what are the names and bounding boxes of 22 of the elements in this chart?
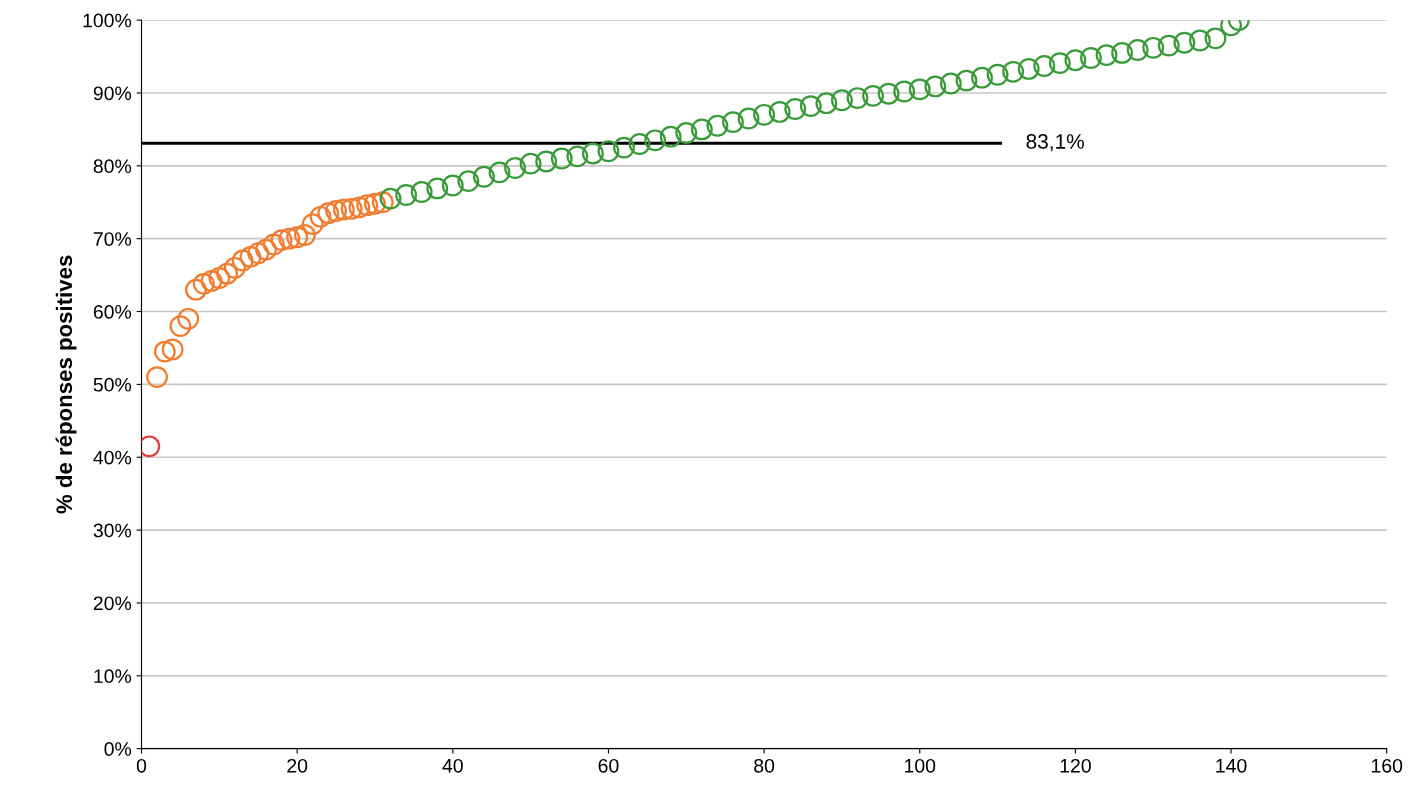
x-tick-label: 0 <box>136 758 147 773</box>
x-tick-label: 60 <box>598 758 619 773</box>
y-tick-label: 60% <box>93 305 132 319</box>
x-tick-label: 20 <box>287 758 308 773</box>
y-tick-label: 80% <box>93 159 132 174</box>
y-axis-title: % de réponses positives <box>55 255 77 514</box>
y-tick-label: 100% <box>83 13 132 28</box>
y-tick-label: 30% <box>93 523 132 538</box>
y-tick-label: 70% <box>93 232 132 246</box>
y-tick-label: 50% <box>93 377 132 392</box>
ref-line-label: 83,1% <box>1026 134 1084 152</box>
y-tick-label: 90% <box>93 86 132 101</box>
x-tick-label: 40 <box>442 758 463 773</box>
x-tick-label: 80 <box>754 758 775 773</box>
x-tick-label: 100 <box>905 758 936 773</box>
y-tick-label: 0% <box>104 742 132 756</box>
y-tick-label: 40% <box>93 450 132 465</box>
y-tick-label: 20% <box>93 596 132 611</box>
x-tick-label: 120 <box>1060 758 1091 773</box>
y-tick-label: 10% <box>94 669 132 684</box>
x-tick-label: 160 <box>1371 758 1403 773</box>
x-tick-label: 140 <box>1216 758 1247 773</box>
